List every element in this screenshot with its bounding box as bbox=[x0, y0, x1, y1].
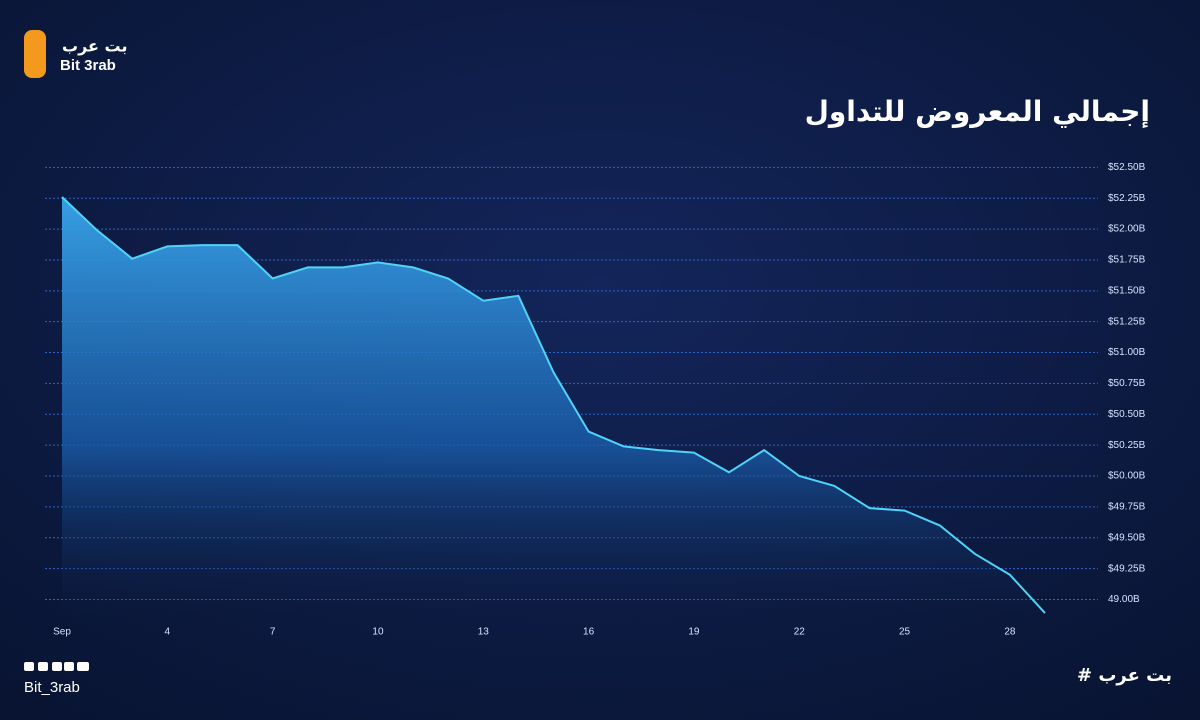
y-tick-label: $51.00B bbox=[1108, 347, 1146, 358]
y-tick-label: $49.50B bbox=[1108, 532, 1146, 543]
y-tick-label: $51.75B bbox=[1108, 255, 1146, 266]
x-tick-label: 7 bbox=[270, 627, 276, 638]
brand-latin: Bit 3rab bbox=[60, 57, 116, 74]
brand-arabic: بت عرب bbox=[62, 37, 127, 56]
chart-title: إجمالي المعروض للتداول bbox=[805, 95, 1150, 129]
y-tick-label: $50.50B bbox=[1108, 409, 1146, 420]
x-tick-label: 22 bbox=[794, 627, 806, 638]
x-tick-label: 4 bbox=[165, 627, 171, 638]
x-tick-label: 16 bbox=[583, 627, 595, 638]
footer-handle: Bit_3rab bbox=[24, 679, 80, 696]
area-fill bbox=[62, 197, 1045, 618]
logo: بت عرب Bit 3rab bbox=[24, 30, 127, 78]
y-tick-label: $50.75B bbox=[1108, 378, 1146, 389]
line bbox=[61, 196, 1046, 614]
x-tick-label: 25 bbox=[899, 627, 911, 638]
logo-icon bbox=[24, 30, 46, 78]
x-tick-label: 13 bbox=[478, 627, 490, 638]
y-tick-label: $52.50B bbox=[1108, 162, 1146, 173]
y-tick-label: $52.00B bbox=[1108, 224, 1146, 235]
footer-hashtag: # بت عرب bbox=[1077, 665, 1172, 686]
x-tick-label: 19 bbox=[688, 627, 700, 638]
y-tick-label: $49.25B bbox=[1108, 563, 1146, 574]
x-tick-label: 10 bbox=[372, 627, 384, 638]
y-tick-label: $51.50B bbox=[1108, 285, 1146, 296]
y-tick-label: 49.00B bbox=[1108, 594, 1140, 605]
y-tick-label: $50.25B bbox=[1108, 440, 1146, 451]
x-tick-label: 28 bbox=[1004, 627, 1016, 638]
y-tick-label: $52.25B bbox=[1108, 193, 1146, 204]
y-tick-label: $50.00B bbox=[1108, 471, 1146, 482]
x-tick-label: Sep bbox=[53, 627, 71, 638]
y-tick-label: $51.25B bbox=[1108, 316, 1146, 327]
social-icons bbox=[24, 662, 89, 671]
y-tick-label: $49.75B bbox=[1108, 502, 1146, 513]
